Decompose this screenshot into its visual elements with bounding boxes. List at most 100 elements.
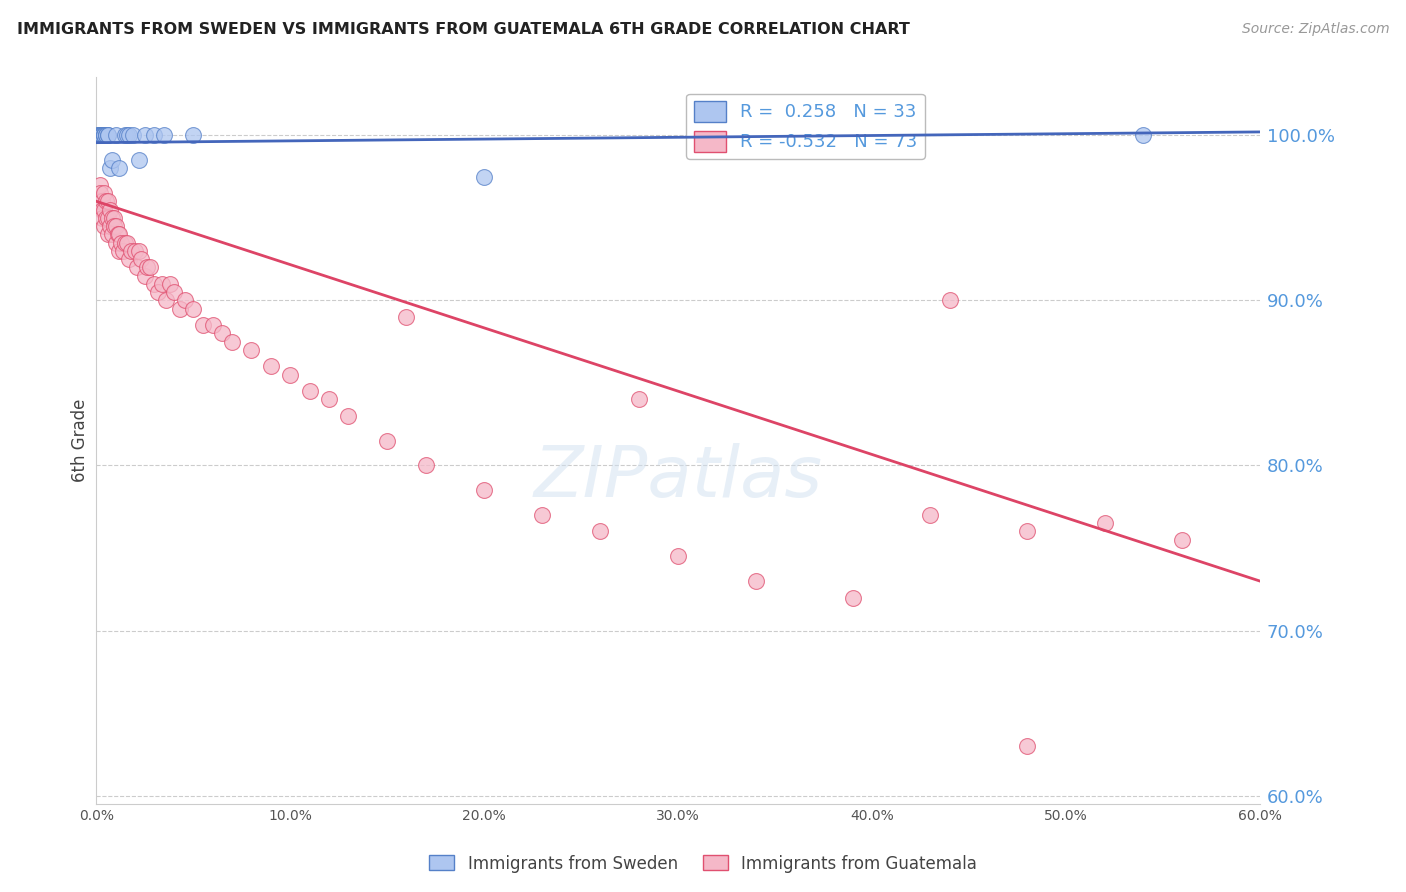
Legend: Immigrants from Sweden, Immigrants from Guatemala: Immigrants from Sweden, Immigrants from … (422, 848, 984, 880)
Point (93, 128, 115, 143)
Point (415, 458, 437, 473)
Point (221, 334, 243, 349)
Point (89, 128, 111, 143)
Point (472, 483, 495, 498)
Point (260, 359, 283, 374)
Point (201, 318, 224, 332)
Point (87, 128, 110, 143)
Point (97, 227, 120, 242)
Point (125, 260, 148, 275)
Point (1132, 128, 1154, 143)
Point (94, 128, 117, 143)
Point (108, 244, 131, 258)
Point (1171, 533, 1194, 547)
Point (108, 161, 131, 176)
Point (91, 128, 114, 143)
Point (91, 128, 114, 143)
Point (112, 244, 135, 258)
Point (211, 326, 233, 341)
Text: IMMIGRANTS FROM SWEDEN VS IMMIGRANTS FROM GUATEMALA 6TH GRADE CORRELATION CHART: IMMIGRANTS FROM SWEDEN VS IMMIGRANTS FRO… (17, 22, 910, 37)
Point (93, 128, 115, 143)
Point (103, 211, 125, 225)
Point (89, 178, 111, 192)
Point (93, 128, 115, 143)
Point (375, 434, 398, 448)
Point (134, 128, 156, 143)
Point (91, 128, 114, 143)
Point (122, 128, 145, 143)
Point (139, 260, 162, 275)
Point (318, 392, 340, 407)
Point (128, 153, 150, 167)
Text: ZIPatlas: ZIPatlas (533, 442, 823, 511)
Point (98, 161, 121, 176)
Point (938, 293, 960, 308)
Point (298, 384, 321, 399)
Point (98, 202, 121, 217)
Point (163, 285, 186, 299)
Point (174, 293, 197, 308)
Point (135, 260, 157, 275)
Point (91, 194, 114, 209)
Point (91, 202, 114, 217)
Point (120, 244, 142, 258)
Point (153, 128, 176, 143)
Point (108, 227, 131, 242)
Point (1017, 524, 1039, 539)
Point (337, 409, 360, 423)
Point (143, 128, 166, 143)
Point (181, 128, 204, 143)
Point (91, 128, 114, 143)
Point (181, 301, 204, 316)
Point (93, 128, 115, 143)
Point (1017, 739, 1039, 753)
Point (143, 277, 166, 291)
Point (97, 128, 120, 143)
Point (124, 244, 146, 258)
Point (104, 235, 127, 250)
Point (115, 128, 138, 143)
Point (98, 219, 121, 233)
Point (395, 310, 418, 324)
Text: Source: ZipAtlas.com: Source: ZipAtlas.com (1241, 22, 1389, 37)
Point (94, 128, 117, 143)
Point (87, 194, 110, 209)
Point (97, 211, 120, 225)
Point (155, 293, 177, 308)
Y-axis label: 6th Grade: 6th Grade (72, 399, 89, 483)
Point (666, 549, 689, 564)
Point (744, 574, 766, 588)
Point (97, 128, 120, 143)
Point (89, 128, 111, 143)
Point (91, 211, 114, 225)
Point (589, 524, 612, 539)
Point (94, 194, 117, 209)
Point (89, 186, 111, 200)
Point (920, 508, 942, 522)
Point (531, 508, 554, 522)
Point (841, 591, 863, 605)
Point (472, 169, 495, 184)
Point (114, 235, 136, 250)
Point (191, 318, 214, 332)
Point (87, 128, 110, 143)
Point (118, 128, 141, 143)
Point (93, 186, 115, 200)
Point (115, 235, 138, 250)
Point (129, 252, 152, 266)
Point (107, 227, 129, 242)
Point (118, 252, 141, 266)
Point (104, 128, 127, 143)
Point (94, 211, 117, 225)
Point (1094, 516, 1116, 531)
Legend: R =  0.258   N = 33, R = -0.532   N = 73: R = 0.258 N = 33, R = -0.532 N = 73 (686, 94, 925, 159)
Point (114, 128, 136, 143)
Point (100, 211, 122, 225)
Point (278, 368, 301, 382)
Point (89, 128, 111, 143)
Point (110, 235, 132, 250)
Point (100, 227, 122, 242)
Point (93, 219, 115, 233)
Point (103, 219, 125, 233)
Point (148, 285, 170, 299)
